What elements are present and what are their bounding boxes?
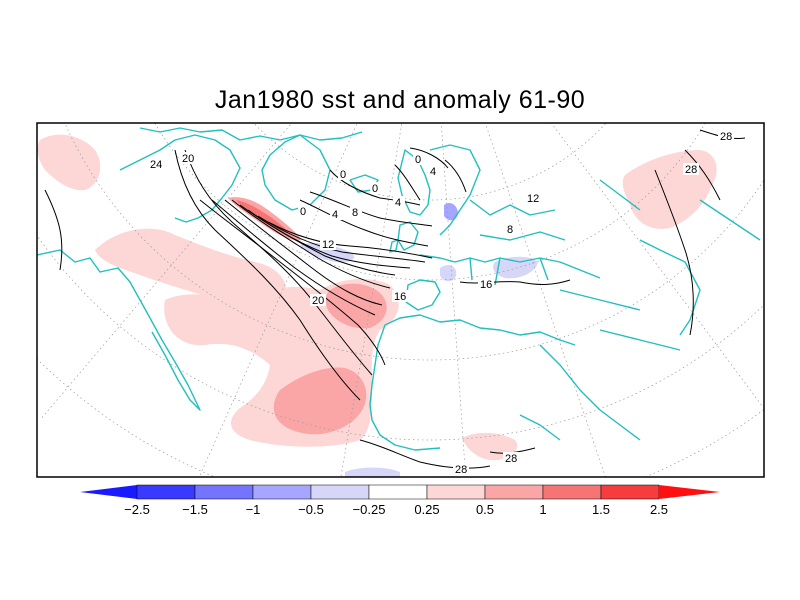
- contour-label: 0: [415, 154, 421, 166]
- cold-anomaly-med: [493, 256, 538, 279]
- africa-coast: [369, 314, 576, 451]
- map-frame: [36, 122, 765, 478]
- contour-label: 28: [455, 464, 467, 476]
- colorbar-label: −0.25: [353, 502, 386, 517]
- contour-label: 28: [685, 164, 697, 176]
- colorbar-segment: [542, 484, 602, 500]
- cold-anomaly-south: [345, 467, 400, 477]
- cold-anomaly-iberia: [440, 265, 457, 282]
- colorbar-segment: [194, 484, 254, 500]
- contour-label: 4: [430, 166, 436, 178]
- contour-label: 12: [322, 239, 334, 251]
- iberia-coast: [405, 279, 441, 311]
- colorbar-label: −1.5: [182, 502, 208, 517]
- warm-anomaly-east: [622, 150, 717, 229]
- contour-label: 4: [395, 197, 401, 209]
- contour-labels: 24 20 0 0 4 4 8 12 16 20 16 28 28: [148, 130, 734, 476]
- colorbar-segment: [310, 484, 370, 500]
- arctic-islands: [139, 127, 363, 141]
- contour-label: 12: [527, 193, 539, 205]
- scandinavia-coast: [397, 144, 481, 236]
- middle-east-coast: [519, 344, 641, 441]
- warm-anomaly-nw: [37, 134, 101, 191]
- colorbar-segment: [368, 484, 428, 500]
- colorbar-label: 0.25: [414, 502, 439, 517]
- colorbar-segment: [136, 484, 196, 500]
- asia-coast: [639, 199, 761, 336]
- colorbar-segment: [426, 484, 486, 500]
- contour-label: 16: [394, 291, 406, 303]
- britain-coast: [389, 221, 419, 253]
- colorbar-right-arrow: [659, 485, 720, 499]
- colorbar-left-arrow: [80, 485, 137, 499]
- canada-arctic-coast: [119, 134, 241, 223]
- contour-label: 16: [480, 279, 492, 291]
- cold-anomaly-greenland: [300, 242, 355, 263]
- colorbar-label: −1: [246, 502, 261, 517]
- europe-borders: [469, 179, 681, 351]
- contour-label: 28: [720, 131, 732, 143]
- contour-label: 20: [182, 153, 194, 165]
- contour-label: 8: [507, 224, 513, 236]
- warm-anomaly-labrador-core: [236, 200, 290, 234]
- anomaly-fills: [37, 134, 717, 477]
- cold-anomaly-baltic: [444, 203, 458, 221]
- colorbar-segment: [484, 484, 544, 500]
- sst-contours: [44, 129, 746, 469]
- colorbar-segment: [600, 484, 660, 500]
- contour-label: 0: [340, 169, 346, 181]
- colorbar-label: 2.5: [650, 502, 668, 517]
- contour-label: 0: [372, 183, 378, 195]
- colorbar-segment: [252, 484, 312, 500]
- colorbar-label: 0.5: [476, 502, 494, 517]
- colorbar-label: −2.5: [124, 502, 150, 517]
- colorbar-label: 1.5: [592, 502, 610, 517]
- contour-label: 28: [505, 453, 517, 465]
- colorbar: −2.5 −1.5 −1 −0.5 −0.25 0.25 0.5 1 1.5 2…: [80, 484, 720, 517]
- contour-label: 4: [332, 209, 338, 221]
- warm-anomaly-core-2: [273, 367, 367, 435]
- contour-label: 8: [352, 207, 358, 219]
- map-area: 24 20 0 0 4 4 8 12 16 20 16 28 28: [37, 123, 764, 477]
- coastlines: [37, 127, 761, 451]
- contour-label: 0: [300, 206, 306, 218]
- warm-anomaly-west: [95, 228, 286, 301]
- map-title: Jan1980 sst and anomaly 61-90: [214, 86, 586, 114]
- contour-label: 24: [150, 159, 162, 171]
- colorbar-label: −0.5: [298, 502, 324, 517]
- contour-label: 20: [312, 295, 324, 307]
- greenland-coast: [261, 134, 331, 211]
- colorbar-label: 1: [539, 502, 546, 517]
- north-america-coast: [37, 249, 201, 411]
